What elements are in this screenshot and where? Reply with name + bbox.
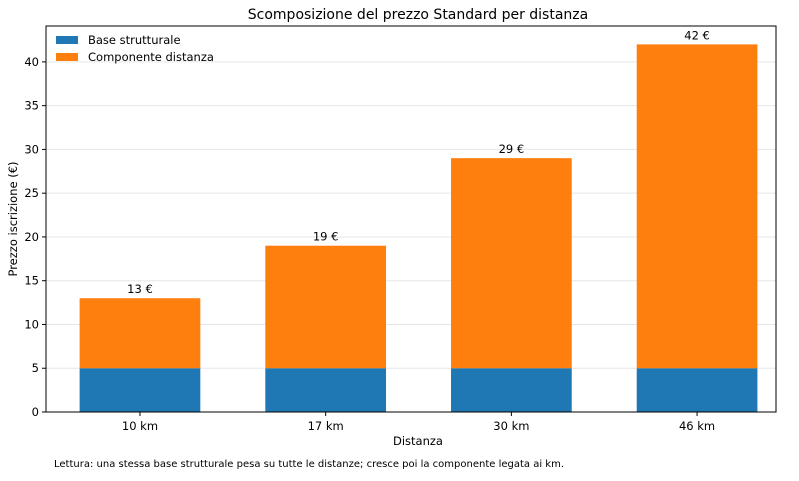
total-label: 42 € <box>684 28 710 42</box>
y-tick-label: 0 <box>32 405 39 419</box>
total-label: 13 € <box>127 282 153 296</box>
y-tick-label: 15 <box>24 274 39 288</box>
chart-note: Lettura: una stessa base strutturale pes… <box>54 459 564 470</box>
x-tick-label: 17 km <box>308 419 344 433</box>
plot-frame <box>45 25 777 413</box>
x-tick-label: 10 km <box>122 419 158 433</box>
bar-distance <box>636 44 758 369</box>
legend-swatch-base <box>56 36 78 44</box>
y-tick-label: 25 <box>24 186 39 200</box>
legend-label-base: Base strutturale <box>88 33 181 47</box>
y-tick-label: 30 <box>24 142 39 156</box>
bar-distance <box>79 298 201 369</box>
x-axis-label: Distanza <box>393 434 443 448</box>
bar-distance <box>451 158 572 369</box>
legend: Base strutturale Componente distanza <box>56 33 214 64</box>
y-tick-label: 5 <box>32 361 39 375</box>
total-label: 29 € <box>499 142 525 156</box>
chart-title: Scomposizione del prezzo Standard per di… <box>248 7 588 23</box>
x-tick-label: 46 km <box>679 419 715 433</box>
bar-base <box>79 368 201 412</box>
y-tick-label: 40 <box>24 55 39 69</box>
bar-base <box>451 368 572 412</box>
legend-label-distance: Componente distanza <box>88 50 214 64</box>
bar-base <box>636 368 758 412</box>
bar-distance <box>265 245 387 369</box>
y-tick-label: 35 <box>24 99 39 113</box>
total-label: 19 € <box>313 230 339 244</box>
y-tick-label: 10 <box>24 317 39 331</box>
legend-swatch-distance <box>56 53 78 61</box>
y-tick-label: 20 <box>24 230 39 244</box>
bar-base <box>265 368 387 412</box>
y-axis-label: Prezzo iscrizione (€) <box>6 161 20 276</box>
x-tick-label: 30 km <box>493 419 529 433</box>
